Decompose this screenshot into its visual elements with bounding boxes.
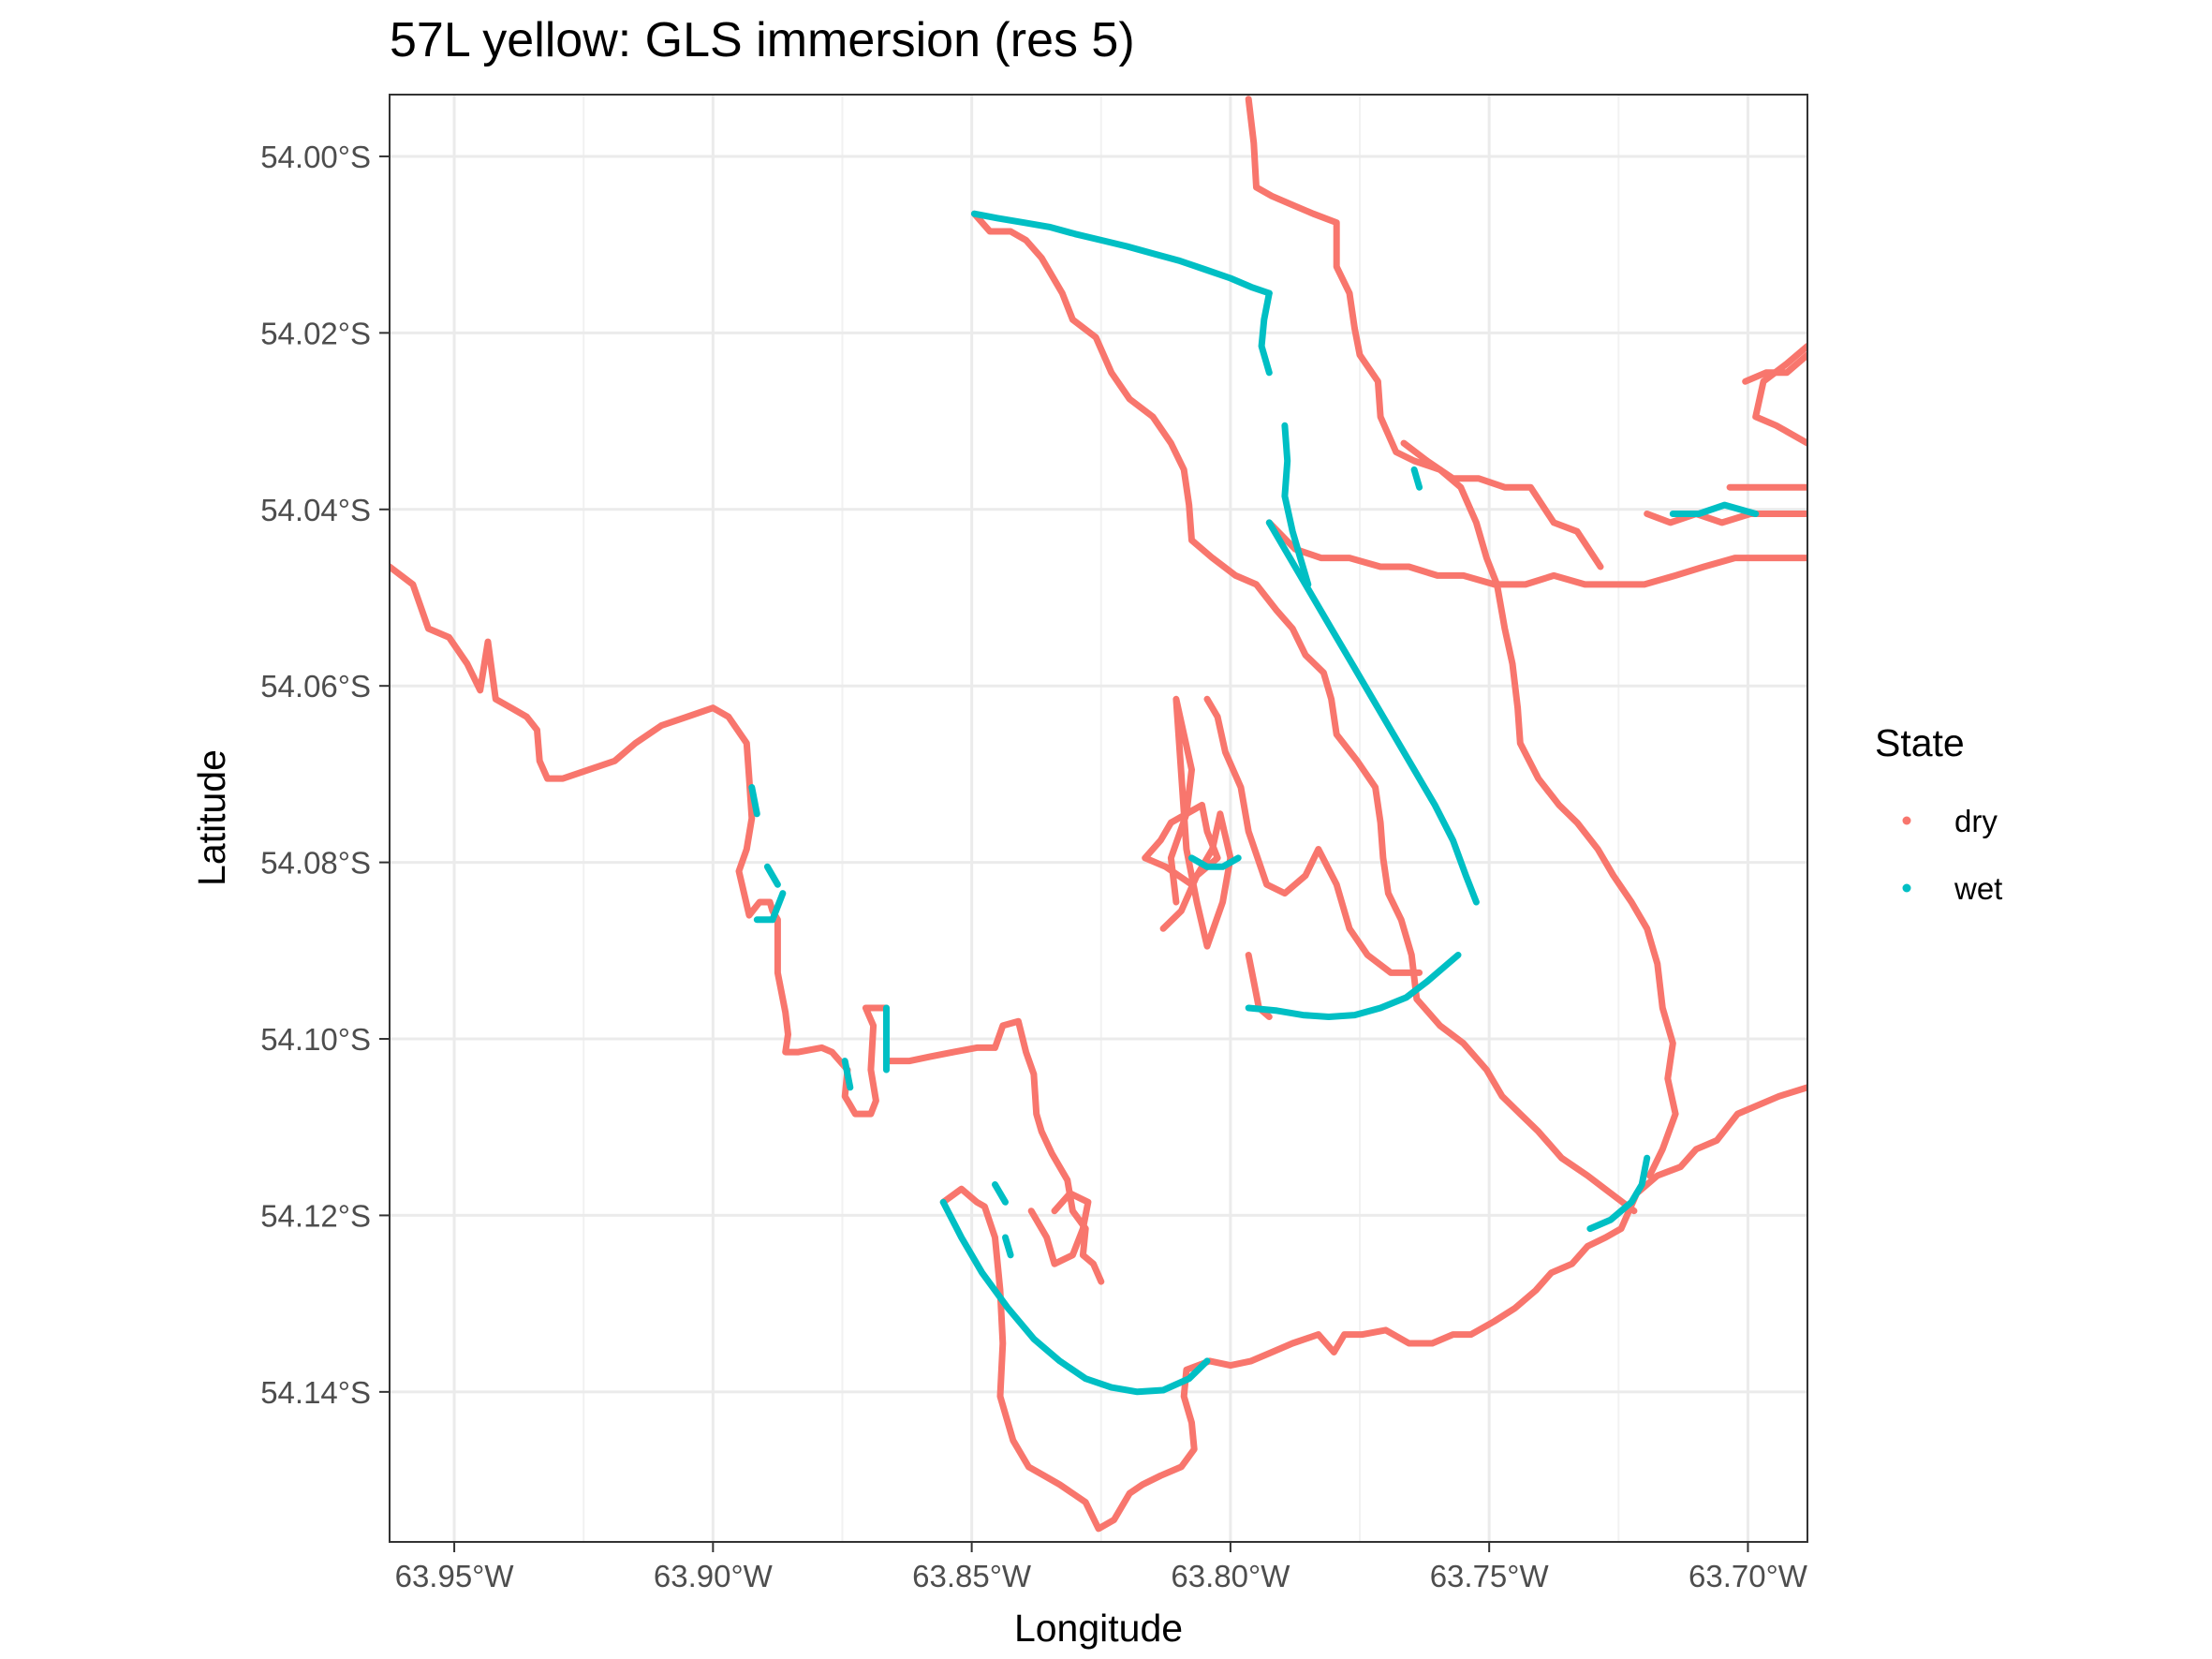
grid-minor	[582, 95, 1620, 1542]
track-wet-4	[1245, 952, 1462, 1020]
legend-key-dry	[1902, 816, 1911, 825]
track-wet-10	[841, 1058, 854, 1091]
x-tick-label: 63.75°W	[1430, 1559, 1550, 1593]
track-dry-13	[1027, 1190, 1092, 1267]
track-dry-4	[1265, 519, 1807, 588]
track-dry-5	[1400, 439, 1604, 570]
series-dry	[390, 96, 1807, 1533]
y-tick-label: 54.14°S	[260, 1375, 371, 1410]
chart-title: 57L yellow: GLS immersion (res 5)	[390, 13, 1135, 67]
track-wet-0	[970, 210, 1273, 297]
track-dry-8	[1142, 695, 1234, 950]
plot-panel	[390, 95, 1807, 1542]
y-axis: 54.00°S 54.02°S 54.04°S 54.06°S 54.08°S 54.10…	[260, 140, 390, 1410]
track-dry-6	[1203, 695, 1423, 976]
track-dry-12	[1742, 351, 1807, 385]
y-tick-label: 54.06°S	[260, 669, 371, 704]
x-axis: 63.95°W 63.90°W 63.85°W 63.80°W 63.75°W 63.70…	[395, 1542, 1808, 1593]
track-wet-16	[1410, 466, 1423, 491]
x-tick-label: 63.70°W	[1688, 1559, 1808, 1593]
track-dry-1	[939, 1084, 1807, 1533]
x-axis-title: Longitude	[1014, 1607, 1183, 1650]
track-wet-1	[1258, 289, 1273, 377]
series-wet	[748, 210, 1760, 1396]
track-wet-13	[1002, 1234, 1014, 1259]
track-dry-3	[1245, 96, 1679, 1179]
track-dry-9	[1644, 511, 1807, 526]
legend: State dry wet	[1875, 721, 2002, 906]
y-tick-label: 54.00°S	[260, 140, 371, 174]
legend-entries: dry wet	[1902, 804, 2002, 906]
track-dry-11	[1752, 343, 1807, 447]
legend-label-wet: wet	[1954, 871, 2002, 906]
y-tick-label: 54.08°S	[260, 846, 371, 881]
x-tick-label: 63.85°W	[912, 1559, 1032, 1593]
track-wet-5	[939, 1198, 1211, 1396]
track-dry-2	[970, 210, 1638, 1215]
y-tick-label: 54.10°S	[260, 1022, 371, 1057]
track-wet-6	[1586, 1154, 1651, 1233]
y-axis-title: Latitude	[190, 749, 233, 886]
x-tick-label: 63.80°W	[1171, 1559, 1290, 1593]
x-tick-label: 63.90°W	[654, 1559, 774, 1593]
y-tick-label: 54.12°S	[260, 1198, 371, 1233]
track-wet-12	[992, 1181, 1009, 1206]
legend-label-dry: dry	[1954, 804, 1998, 838]
track-wet-3	[1265, 519, 1480, 906]
track-wet-2	[1281, 422, 1312, 588]
track-wet-15	[1669, 501, 1760, 517]
track-wet-14	[1188, 854, 1242, 870]
y-tick-label: 54.02°S	[260, 316, 371, 350]
y-tick-label: 54.04°S	[260, 493, 371, 527]
series-layer	[390, 96, 1807, 1533]
track-wet-8	[753, 890, 787, 924]
grid-major	[390, 95, 1807, 1542]
legend-title: State	[1875, 721, 1965, 764]
plot-border	[389, 94, 1808, 1543]
track-wet-7	[748, 784, 760, 818]
legend-key-wet	[1902, 883, 1911, 893]
x-tick-label: 63.95°W	[395, 1559, 515, 1593]
track-wet-9	[763, 863, 781, 888]
track-dry-0	[390, 563, 1105, 1285]
